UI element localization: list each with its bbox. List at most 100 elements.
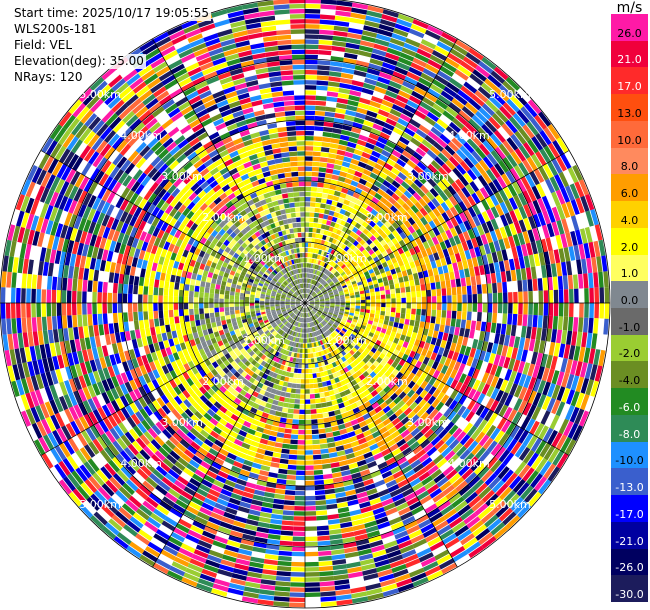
velocity-gate [312, 151, 321, 157]
velocity-gate [305, 161, 313, 166]
velocity-gate [273, 415, 281, 422]
velocity-gate [338, 312, 344, 316]
velocity-gate [320, 9, 336, 15]
velocity-gate [328, 312, 333, 316]
velocity-gate [334, 584, 351, 591]
velocity-gate [372, 48, 387, 57]
velocity-gate [557, 275, 564, 290]
velocity-gate [344, 268, 350, 274]
velocity-gate [386, 209, 395, 217]
velocity-gate [294, 500, 305, 506]
velocity-gate [381, 303, 386, 308]
velocity-gate [366, 193, 374, 201]
velocity-gate [436, 295, 442, 303]
velocity-gate [494, 163, 505, 176]
velocity-gate [356, 107, 368, 115]
velocity-gate [319, 295, 324, 299]
velocity-gate [383, 122, 395, 131]
velocity-gate [424, 276, 430, 284]
velocity-gate [314, 121, 325, 127]
velocity-gate [466, 169, 478, 181]
velocity-gate [268, 472, 278, 478]
velocity-gate [298, 424, 305, 430]
velocity-gate [411, 308, 416, 315]
velocity-gate [335, 445, 345, 452]
velocity-gate [357, 218, 365, 225]
velocity-gate [369, 172, 379, 180]
velocity-gate [307, 242, 312, 248]
velocity-gate [459, 327, 465, 337]
velocity-gate [320, 397, 326, 403]
velocity-gate [305, 29, 320, 34]
velocity-gate [307, 252, 311, 258]
velocity-gate [585, 379, 594, 396]
velocity-gate [356, 55, 371, 63]
velocity-gate [539, 130, 552, 146]
velocity-gate [412, 133, 425, 143]
velocity-gate [495, 88, 510, 102]
velocity-gate [311, 292, 316, 296]
velocity-gate [531, 185, 542, 200]
velocity-gate [379, 216, 388, 224]
velocity-gate [328, 281, 334, 286]
velocity-gate [317, 291, 322, 295]
velocity-gate [406, 308, 411, 315]
velocity-gate [415, 128, 428, 139]
velocity-gate [312, 279, 316, 285]
velocity-gate [490, 218, 499, 231]
velocity-gate [334, 293, 340, 297]
velocity-gate [289, 587, 305, 592]
velocity-gate [418, 77, 432, 88]
velocity-gate [309, 298, 314, 301]
velocity-gate [557, 316, 564, 331]
velocity-gate [523, 217, 532, 231]
velocity-gate [267, 440, 276, 447]
velocity-gate [306, 294, 309, 299]
velocity-gate [361, 321, 368, 327]
velocity-gate [319, 586, 336, 592]
velocity-gate [432, 103, 445, 114]
velocity-gate [567, 167, 579, 184]
velocity-gate [417, 175, 427, 185]
velocity-gate [336, 501, 349, 509]
velocity-gate [348, 22, 365, 30]
velocity-gate [406, 159, 417, 169]
velocity-gate [403, 42, 419, 53]
velocity-gate [334, 15, 351, 22]
velocity-gate [461, 106, 475, 118]
velocity-gate [326, 199, 333, 205]
velocity-gate [331, 549, 345, 556]
velocity-gate [316, 525, 329, 531]
velocity-gate [415, 81, 430, 92]
velocity-gate [503, 259, 511, 272]
velocity-gate [481, 283, 487, 294]
velocity-gate [527, 314, 533, 327]
velocity-gate [292, 531, 305, 537]
velocity-gate [439, 133, 451, 145]
velocity-gate [570, 360, 578, 376]
velocity-gate [342, 286, 348, 291]
velocity-gate [318, 167, 327, 173]
velocity-gate [496, 250, 504, 262]
velocity-gate [455, 113, 468, 126]
velocity-gate [416, 251, 423, 260]
velocity-gate [548, 290, 554, 303]
velocity-gate [418, 243, 426, 252]
velocity-gate [451, 287, 457, 296]
velocity-gate [485, 322, 492, 333]
velocity-gate [427, 59, 442, 70]
velocity-gate [593, 349, 601, 366]
velocity-gate [399, 334, 406, 341]
velocity-gate [330, 304, 335, 307]
velocity-gate [384, 236, 391, 244]
velocity-gate [358, 261, 365, 268]
velocity-gate [376, 200, 385, 209]
velocity-gate [320, 250, 325, 256]
velocity-gate [338, 269, 344, 275]
velocity-gate [420, 157, 431, 168]
velocity-gate [577, 273, 584, 289]
velocity-gate [475, 321, 482, 331]
velocity-gate [360, 173, 370, 181]
velocity-gate [293, 404, 300, 409]
velocity-gate [321, 288, 326, 292]
